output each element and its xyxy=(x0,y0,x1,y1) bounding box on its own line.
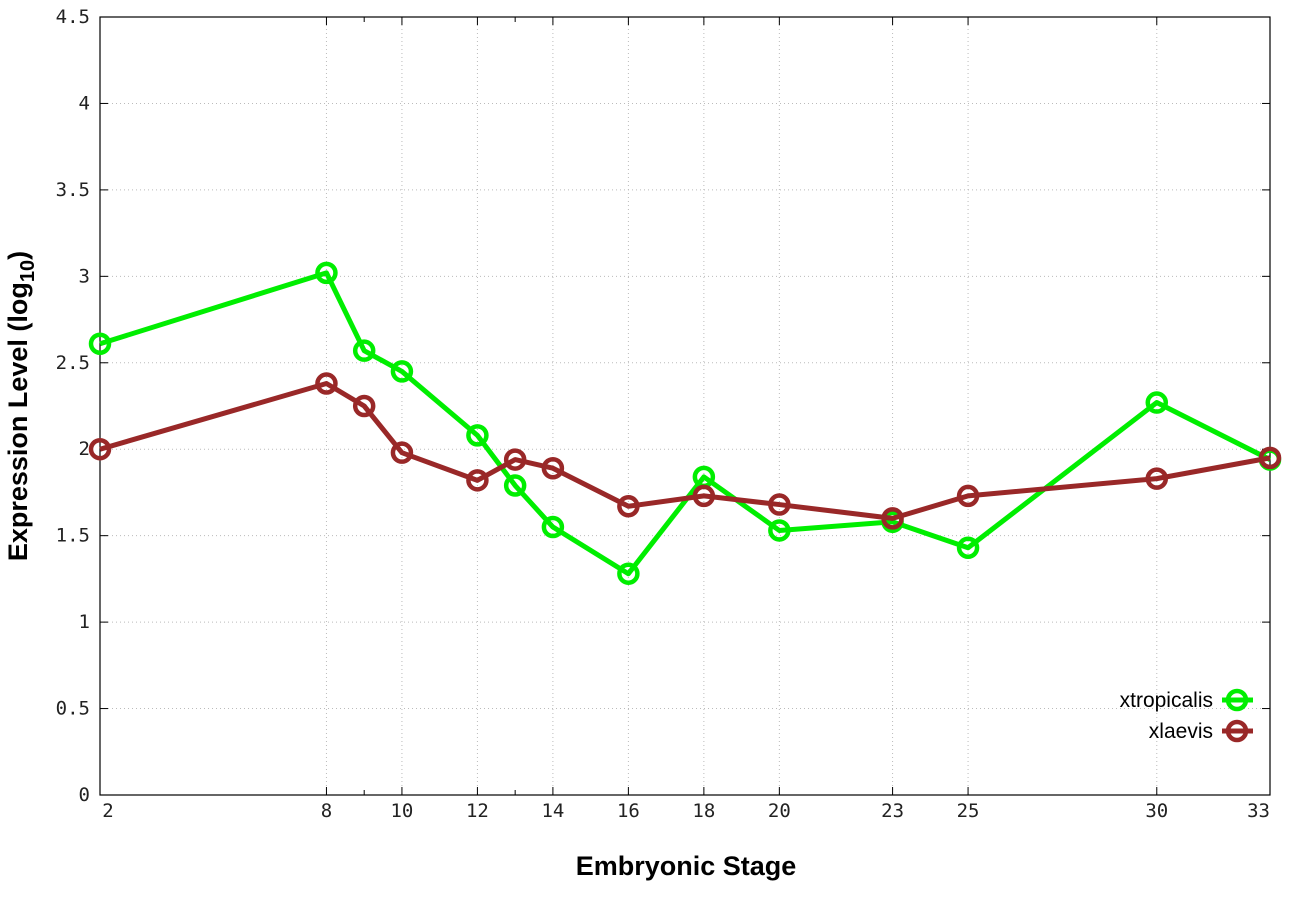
data-point-xtropicalis xyxy=(541,515,565,539)
data-point-xtropicalis xyxy=(503,474,527,497)
grid-lines xyxy=(100,17,1270,795)
data-point-xlaevis xyxy=(390,441,414,464)
y-tick-label: 3 xyxy=(79,265,90,287)
y-axis-title-close: ) xyxy=(3,251,33,260)
data-point-xlaevis xyxy=(768,493,791,516)
legend-marker-xtropicalis xyxy=(1225,688,1249,712)
x-tick-label: 23 xyxy=(881,800,904,822)
axis-ticks: 0 0.5 1 1.5 2 2.5 3 3.5 4 4.5 2 8 10 12 14 16 18 20 23 25 30… xyxy=(56,6,1271,822)
data-point-xlaevis xyxy=(881,507,904,530)
x-tick-label: 2 xyxy=(102,800,113,822)
data-point-xlaevis xyxy=(617,495,640,518)
y-tick-label: 3.5 xyxy=(56,179,90,201)
x-tick-label: 33 xyxy=(1247,800,1270,822)
data-point-xtropicalis xyxy=(352,339,376,362)
x-tick-label: 8 xyxy=(321,800,332,822)
legend-marker-xlaevis xyxy=(1225,719,1249,743)
series-xlaevis xyxy=(88,372,1282,530)
legend-label-xtropicalis: xtropicalis xyxy=(1120,689,1213,712)
data-point-xlaevis xyxy=(1258,446,1282,470)
y-tick-label: 0 xyxy=(79,784,90,806)
legend-label-xlaevis: xlaevis xyxy=(1149,720,1213,743)
data-point-xlaevis xyxy=(503,448,527,471)
y-axis-title: Expression Level (log10) xyxy=(3,251,39,561)
data-point-xtropicalis xyxy=(390,360,414,383)
data-point-xlaevis xyxy=(352,394,376,418)
data-point-xtropicalis xyxy=(768,519,791,542)
data-point-xtropicalis xyxy=(315,261,338,285)
data-point-xlaevis xyxy=(315,372,338,395)
series-xtropicalis xyxy=(88,261,1282,585)
x-axis-title: Embryonic Stage xyxy=(576,851,797,881)
y-axis-title-subscript: 10 xyxy=(17,260,39,282)
x-tick-label: 12 xyxy=(466,800,489,822)
plot-frame xyxy=(99,16,1271,796)
data-point-xtropicalis xyxy=(617,562,640,585)
y-tick-label: 2 xyxy=(79,438,90,460)
data-point-xtropicalis xyxy=(956,536,980,560)
y-tick-label: 4.5 xyxy=(56,6,90,28)
x-tick-label: 10 xyxy=(390,800,413,822)
x-tick-label: 25 xyxy=(957,800,980,822)
x-tick-label: 30 xyxy=(1145,800,1168,822)
data-point-xlaevis xyxy=(1145,467,1169,490)
y-tick-label: 4 xyxy=(79,92,90,114)
legend: xtropicalis xlaevis xyxy=(1120,688,1253,743)
series-layer xyxy=(88,261,1282,585)
x-tick-label: 18 xyxy=(692,800,715,822)
data-point-xlaevis xyxy=(692,484,716,508)
data-point-xlaevis xyxy=(956,484,980,508)
y-tick-label: 1.5 xyxy=(56,525,90,547)
data-point-xlaevis xyxy=(541,456,565,480)
data-point-xtropicalis xyxy=(466,424,489,447)
y-tick-label: 1 xyxy=(79,611,90,633)
data-point-xlaevis xyxy=(88,437,112,461)
x-tick-label: 20 xyxy=(768,800,791,822)
y-tick-label: 0.5 xyxy=(56,698,90,720)
data-point-xtropicalis xyxy=(88,332,112,356)
x-tick-label: 14 xyxy=(541,800,564,822)
x-tick-label: 16 xyxy=(617,800,640,822)
data-point-xtropicalis xyxy=(1145,391,1169,414)
y-tick-label: 2.5 xyxy=(56,352,90,374)
series-line-xtropicalis xyxy=(99,270,1272,577)
y-axis-title-main: Expression Level (log xyxy=(3,282,33,561)
data-point-xlaevis xyxy=(466,469,489,492)
